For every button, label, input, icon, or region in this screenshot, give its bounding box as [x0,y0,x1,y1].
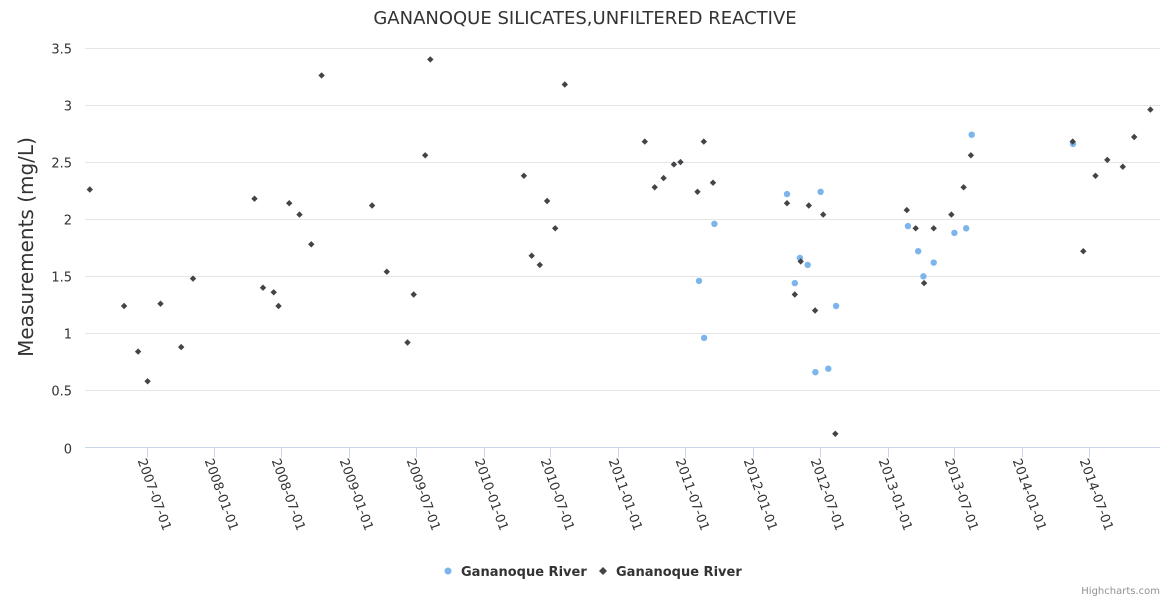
data-point-diamond[interactable] [189,275,197,282]
data-point-diamond[interactable] [520,172,528,179]
data-point-circle[interactable] [915,248,922,255]
data-point-diamond[interactable] [783,200,791,207]
data-point-diamond[interactable] [700,138,707,145]
data-point-diamond[interactable] [134,348,142,355]
y-tick-label: 2 [64,214,72,229]
data-point-diamond[interactable] [270,289,277,296]
y-tick-label: 0.5 [51,385,72,400]
data-point-diamond[interactable] [651,184,658,191]
data-point-diamond[interactable] [709,179,717,186]
data-point-circle[interactable] [791,279,798,287]
data-point-circle[interactable] [930,259,937,266]
data-point-diamond[interactable] [694,188,701,195]
data-point-diamond[interactable] [422,152,429,159]
data-point-diamond[interactable] [528,252,535,259]
data-point-diamond[interactable] [641,138,648,145]
data-point-diamond[interactable] [670,161,678,168]
data-point-circle[interactable] [804,261,811,269]
data-point-diamond[interactable] [410,291,417,298]
data-point-circle[interactable] [783,190,791,198]
data-point-circle[interactable] [695,277,703,285]
legend-label-series-2: Gananoque River [616,565,742,580]
data-point-diamond[interactable] [286,200,293,207]
data-point-diamond[interactable] [903,206,910,214]
y-axis-label: Measurements (mg/L) [14,137,38,357]
data-point-diamond[interactable] [1119,163,1126,170]
data-point-diamond[interactable] [660,174,667,182]
data-point-circle[interactable] [812,369,819,376]
y-tick-label: 1.5 [51,271,72,286]
data-series [86,56,1154,437]
data-point-diamond[interactable] [144,378,151,385]
data-point-circle[interactable] [711,220,718,227]
legend-diamond-marker [599,567,607,575]
data-point-circle[interactable] [920,273,927,280]
data-point-diamond[interactable] [120,302,128,310]
y-tick-label: 3.5 [51,43,72,58]
data-point-diamond[interactable] [561,81,568,88]
data-point-diamond[interactable] [948,211,955,218]
data-point-diamond[interactable] [820,211,827,218]
data-point-diamond[interactable] [251,195,258,202]
data-point-circle[interactable] [963,225,970,232]
y-tick-label: 1 [64,328,72,343]
data-point-diamond[interactable] [930,225,937,232]
data-point-diamond[interactable] [543,197,551,205]
legend-circle-marker [444,567,452,575]
data-point-diamond[interactable] [797,258,804,265]
legend-item-series-1[interactable]: Gananoque River [444,565,588,580]
data-point-circle[interactable] [968,131,975,138]
data-point-diamond[interactable] [912,225,919,232]
data-point-diamond[interactable] [1131,133,1138,141]
data-point-diamond[interactable] [967,152,975,159]
data-point-diamond[interactable] [275,302,282,310]
data-point-diamond[interactable] [318,72,325,79]
data-point-diamond[interactable] [811,307,819,314]
data-point-diamond[interactable] [552,225,559,232]
data-point-diamond[interactable] [157,300,164,307]
data-point-circle[interactable] [951,229,958,237]
data-point-circle[interactable] [825,365,832,372]
y-tick-label: 2.5 [51,157,72,172]
credits-link[interactable]: Highcharts.com [1081,586,1160,597]
data-point-diamond[interactable] [1069,138,1076,145]
data-point-diamond[interactable] [368,202,376,209]
data-point-diamond[interactable] [805,202,812,209]
data-point-diamond[interactable] [86,186,93,193]
data-point-circle[interactable] [700,334,708,342]
data-point-diamond[interactable] [677,158,684,166]
data-point-diamond[interactable] [1092,172,1099,179]
data-point-diamond[interactable] [536,261,543,269]
data-point-diamond[interactable] [404,339,411,346]
data-point-diamond[interactable] [1147,106,1154,113]
data-point-diamond[interactable] [920,279,928,287]
data-point-diamond[interactable] [296,211,303,218]
y-tick-label: 0 [64,443,72,458]
legend-label-series-1: Gananoque River [461,565,587,580]
legend: Gananoque River Gananoque River [444,565,742,580]
series-1 [695,131,1077,376]
data-point-diamond[interactable] [791,291,798,298]
data-point-diamond[interactable] [1104,156,1111,164]
data-point-diamond[interactable] [960,184,967,191]
series-2 [86,56,1154,437]
data-point-diamond[interactable] [1080,248,1087,255]
data-point-diamond[interactable] [427,56,434,63]
data-point-circle[interactable] [832,302,840,310]
data-point-circle[interactable] [904,222,912,230]
data-point-diamond[interactable] [383,268,390,275]
grid-lines [85,48,1160,391]
data-point-diamond[interactable] [259,284,267,291]
data-point-diamond[interactable] [832,430,839,437]
data-point-diamond[interactable] [178,343,185,351]
chart-title: GANANOQUE SILICATES,UNFILTERED REACTIVE [373,8,796,29]
data-point-circle[interactable] [817,188,824,195]
data-point-diamond[interactable] [308,241,315,248]
legend-item-series-2[interactable]: Gananoque River [599,565,742,580]
y-tick-label: 3 [64,100,72,115]
y-axis-ticks: 0 0.5 1 1.5 2 2.5 3 3.5 [51,43,72,458]
